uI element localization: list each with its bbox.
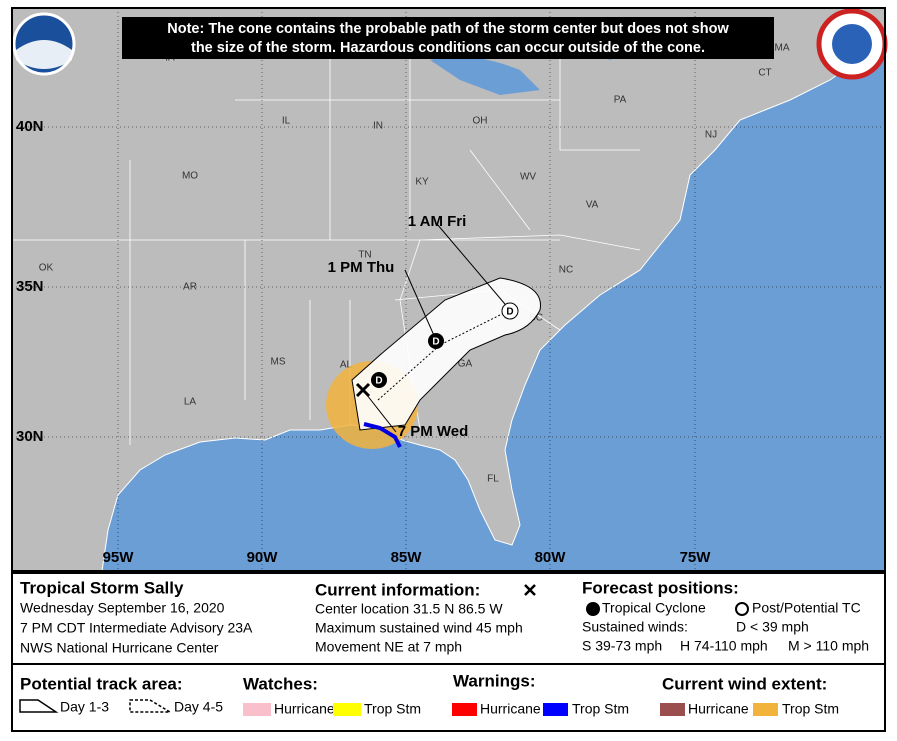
info-panel: Tropical Storm Sally Wednesday September… [11, 572, 886, 732]
graticule [12, 8, 885, 571]
longitude-label: 80W [535, 549, 567, 566]
forecast-time: 1 AM Fri [408, 213, 467, 230]
leader-line [362, 389, 397, 433]
forecast-point [501, 302, 519, 320]
forecast-time: 7 PM Wed [398, 423, 469, 440]
state-label: MO [182, 171, 198, 182]
state-label: PA [614, 95, 627, 106]
state-label: GA [458, 359, 473, 370]
leader-line [436, 223, 511, 311]
forecast-cone [351, 277, 541, 431]
swatch [543, 703, 568, 716]
state-label: IN [373, 121, 383, 132]
state-label: FL [487, 474, 499, 485]
current-title: Current information: [315, 580, 480, 599]
winds-item: H 74-110 mph [680, 638, 768, 654]
storm-line: 7 PM CDT Intermediate Advisory 23A [20, 620, 253, 636]
swatch [333, 703, 361, 716]
winds-label: Sustained winds: [582, 619, 688, 635]
storm-line: NWS National Hurricane Center [20, 640, 219, 656]
warning-line [363, 422, 402, 448]
state-label: MA [775, 43, 790, 54]
longitude-label: 95W [103, 549, 135, 566]
legend-item: Trop Stm [782, 701, 839, 717]
forecast-point-label: D [506, 307, 513, 318]
forecast-time: 1 PM Thu [328, 259, 395, 276]
forecast-title: Forecast positions: [582, 578, 739, 597]
latitude-label: 30N [16, 428, 44, 445]
state-label: AR [183, 282, 197, 293]
forecast-point [428, 333, 444, 349]
forecast-point-label: D [375, 376, 382, 387]
current-line: Movement NE at 7 mph [315, 639, 462, 655]
legend-item: Hurricane [480, 701, 541, 717]
state-label: VA [586, 200, 599, 211]
legend-title: Watches: [243, 674, 318, 693]
winds-item: S 39-73 mph [582, 638, 662, 654]
map-frame [11, 7, 886, 572]
winds-item: D < 39 mph [736, 619, 809, 635]
ptc-symbol [735, 602, 749, 616]
legend-item: Trop Stm [364, 701, 421, 717]
current-line: Center location 31.5 N 86.5 W [315, 601, 503, 617]
state-label: KY [415, 177, 429, 188]
map: IAILINOHPAMOKYWVVANJMACTOKARTNNCSCMSALGA… [11, 7, 888, 572]
legend-item: Day 1-3 [60, 699, 109, 715]
swatch [243, 703, 271, 716]
forecast-symbol-label: Post/Potential TC [752, 600, 861, 616]
state-label: NC [559, 265, 573, 276]
nws-logo-detail [832, 24, 872, 64]
storm-line: Wednesday September 16, 2020 [20, 600, 225, 616]
state-label: TN [358, 250, 371, 261]
legend-item: Hurricane [688, 701, 749, 717]
current-position [355, 382, 371, 398]
state-label: AL [340, 360, 353, 371]
tc-symbol [586, 602, 600, 616]
state-label: NJ [705, 130, 717, 141]
legend-title: Current wind extent: [662, 674, 827, 693]
note-line: Note: The cone contains the probable pat… [167, 21, 729, 37]
land [11, 7, 886, 572]
note-line: the size of the storm. Hazardous conditi… [191, 40, 705, 56]
forecast-point [371, 372, 387, 388]
latitude-label: 40N [16, 118, 44, 135]
current-line: Maximum sustained wind 45 mph [315, 620, 523, 636]
leader-line [404, 269, 437, 341]
swatch [753, 703, 778, 716]
legend-item: Day 4-5 [174, 699, 223, 715]
state-label: CT [758, 68, 771, 79]
legend-title: Potential track area: [20, 674, 183, 693]
longitude-label: 85W [391, 549, 423, 566]
state-label: SC [529, 313, 543, 324]
latitude-label: 35N [16, 278, 44, 295]
current-symbol [524, 584, 536, 596]
state-label: LA [184, 397, 197, 408]
legend-item: Trop Stm [572, 701, 629, 717]
day13-swatch [19, 699, 59, 713]
legend-title: Warnings: [453, 671, 535, 690]
day45-swatch [129, 699, 173, 713]
noaa-logo-detail [16, 40, 72, 69]
longitude-label: 90W [247, 549, 279, 566]
state-label: MS [271, 357, 286, 368]
note-box [122, 17, 774, 59]
longitude-label: 75W [680, 549, 712, 566]
winds-item: M > 110 mph [788, 638, 869, 654]
state-label: OH [473, 116, 488, 127]
storm-title: Tropical Storm Sally [20, 578, 184, 597]
forecast-point-label: D [432, 337, 439, 348]
state-borders [12, 20, 641, 445]
great-lakes [430, 40, 640, 95]
state-label: IL [282, 116, 291, 127]
state-label: WV [520, 172, 536, 183]
state-label: OK [39, 263, 54, 274]
swatch [452, 703, 477, 716]
forecast-symbol-label: Tropical Cyclone [602, 600, 706, 616]
swatch [660, 703, 685, 716]
legend-item: Hurricane [274, 701, 335, 717]
